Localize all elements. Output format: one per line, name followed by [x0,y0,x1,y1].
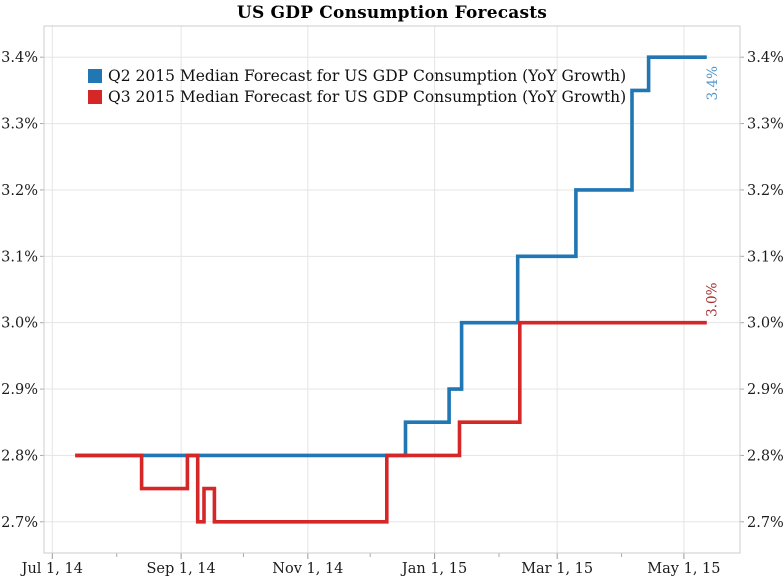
y-axis-label-right: 3.4% [747,50,784,66]
y-axis-label-left: 3.2% [1,183,38,199]
plot-border [43,25,741,554]
y-axis-label-right: 3.0% [747,316,784,332]
x-axis-label: Sep 1, 14 [146,561,215,577]
y-axis-label-right: 2.9% [747,382,784,398]
q3-legend-swatch-icon [88,89,102,104]
q2-legend-swatch-icon [88,68,102,83]
q3-end-label: 3.0% [705,282,721,316]
x-axis-label: Jan 1, 15 [400,561,467,577]
legend-item-label: Q3 2015 Median Forecast for US GDP Consu… [108,87,627,106]
q2-end-label: 3.4% [705,66,721,100]
y-axis-label-right: 3.2% [747,183,784,199]
y-axis-label-left: 2.7% [1,515,38,531]
y-axis-label-left: 2.8% [1,448,38,464]
chart-title: US GDP Consumption Forecasts [236,3,548,23]
legend-item-q2: Q2 2015 Median Forecast for US GDP Consu… [88,65,626,86]
y-axis-label-right: 3.1% [747,249,784,265]
y-axis-label-right: 2.8% [747,448,784,464]
y-axis-label-left: 3.3% [1,117,38,133]
x-axis-label: Jul 1, 14 [20,561,83,577]
q3-forecast-line [75,320,707,524]
legend-item-q3: Q3 2015 Median Forecast for US GDP Consu… [88,86,626,107]
y-axis-label-right: 2.7% [747,515,784,531]
legend-item-label: Q2 2015 Median Forecast for US GDP Consu… [108,66,627,85]
y-axis-label-right: 3.3% [747,117,784,133]
q2-forecast-line [75,55,707,458]
y-axis-label-left: 2.9% [1,382,38,398]
x-axis-label: May 1, 15 [647,561,720,577]
x-axis-label: Nov 1, 14 [272,561,343,577]
chart-legend: Q2 2015 Median Forecast for US GDP Consu… [88,65,626,107]
y-axis-label-left: 3.4% [1,50,38,66]
y-axis-label-left: 3.0% [1,316,38,332]
y-axis-label-left: 3.1% [1,249,38,265]
x-axis-label: Mar 1, 15 [521,561,593,577]
